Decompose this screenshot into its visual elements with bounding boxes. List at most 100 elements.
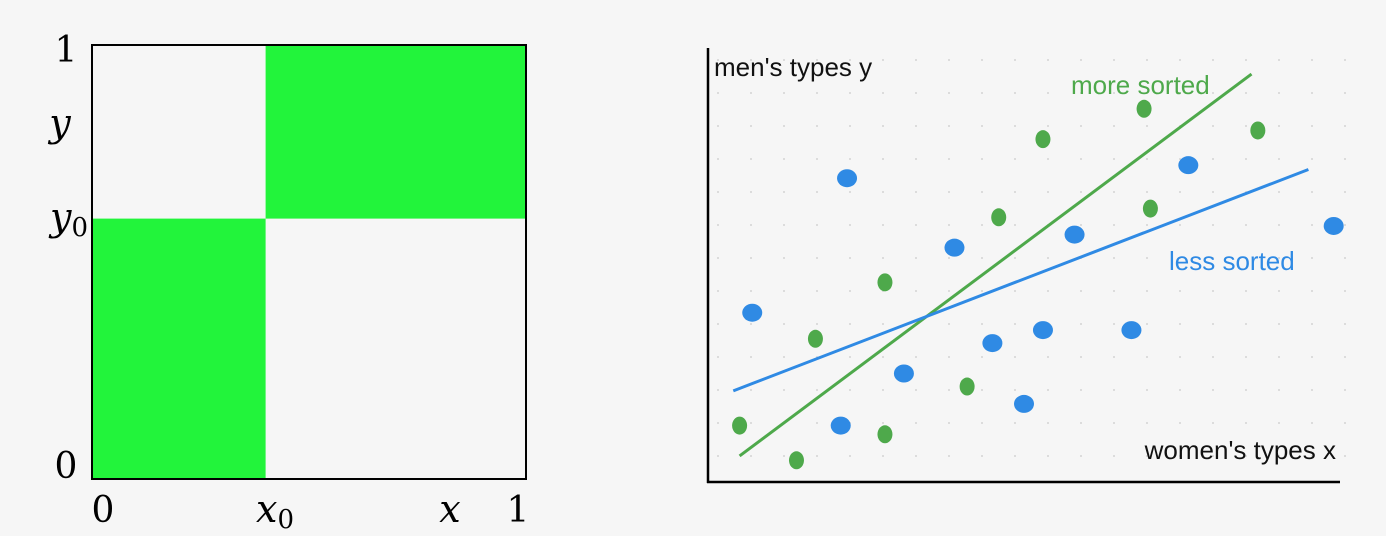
grid-dot bbox=[783, 290, 785, 292]
grid-dot bbox=[849, 158, 851, 160]
grid-dot bbox=[717, 290, 719, 292]
grid-dot bbox=[1344, 125, 1346, 127]
grid-dot bbox=[948, 191, 950, 193]
grid-dot bbox=[1047, 356, 1049, 358]
grid-dot bbox=[1113, 59, 1115, 61]
grid-dot bbox=[1179, 389, 1181, 391]
grid-dot bbox=[750, 389, 752, 391]
grid-dot bbox=[915, 125, 917, 127]
grid-dot bbox=[1344, 92, 1346, 94]
grid-dot bbox=[816, 455, 818, 457]
grid-dot bbox=[1014, 92, 1016, 94]
green-point bbox=[1136, 99, 1152, 118]
grid-dot bbox=[1278, 92, 1280, 94]
y0-threshold-label: y0 bbox=[48, 195, 88, 243]
grid-dot bbox=[915, 356, 917, 358]
grid-dot bbox=[1278, 323, 1280, 325]
grid-dot bbox=[1014, 389, 1016, 391]
grid-dot bbox=[1245, 290, 1247, 292]
blue-point bbox=[1323, 216, 1344, 235]
grid-dot bbox=[882, 158, 884, 160]
grid-dot bbox=[816, 257, 818, 259]
grid-dot bbox=[948, 92, 950, 94]
grid-dot bbox=[750, 323, 752, 325]
grid-dot bbox=[1146, 422, 1148, 424]
green-point bbox=[807, 329, 823, 348]
grid-dot bbox=[1179, 257, 1181, 259]
blue-point bbox=[893, 364, 914, 383]
grid-dot bbox=[1179, 224, 1181, 226]
grid-dot bbox=[1047, 125, 1049, 127]
grid-dot bbox=[717, 356, 719, 358]
grid-dot bbox=[1344, 389, 1346, 391]
grid-dot bbox=[1146, 59, 1148, 61]
grid-dot bbox=[1080, 455, 1082, 457]
green-point bbox=[1250, 121, 1266, 140]
green-point bbox=[732, 416, 748, 435]
grid-dot bbox=[1311, 125, 1313, 127]
grid-dot bbox=[783, 191, 785, 193]
grid-dot bbox=[750, 158, 752, 160]
grid-dot bbox=[1311, 59, 1313, 61]
grid-dot bbox=[1344, 455, 1346, 457]
grid-dot bbox=[948, 356, 950, 358]
grid-dot bbox=[1179, 92, 1181, 94]
grid-dot bbox=[948, 455, 950, 457]
grid-dot bbox=[1311, 422, 1313, 424]
grid-dot bbox=[849, 356, 851, 358]
grid-dot bbox=[717, 257, 719, 259]
grid-dot bbox=[948, 158, 950, 160]
grid-dot bbox=[1212, 389, 1214, 391]
grid-dot bbox=[981, 224, 983, 226]
grid-dot bbox=[1212, 59, 1214, 61]
grid-dot bbox=[1311, 191, 1313, 193]
grid-dot bbox=[1146, 257, 1148, 259]
grid-dot bbox=[717, 422, 719, 424]
grid-dot bbox=[750, 455, 752, 457]
grid-dot bbox=[915, 158, 917, 160]
grid-dot bbox=[783, 59, 785, 61]
grid-dot bbox=[1146, 125, 1148, 127]
grid-dot bbox=[1080, 290, 1082, 292]
grid-dot bbox=[1047, 422, 1049, 424]
blue-point bbox=[944, 238, 965, 257]
grid-dot bbox=[1047, 257, 1049, 259]
grid-dot bbox=[948, 125, 950, 127]
grid-dot bbox=[1212, 323, 1214, 325]
blue-point bbox=[1032, 321, 1053, 340]
grid-dot bbox=[1311, 455, 1313, 457]
grid-dot bbox=[948, 422, 950, 424]
grid-dot bbox=[750, 224, 752, 226]
blue-point bbox=[982, 334, 1003, 353]
grid-dot bbox=[783, 92, 785, 94]
grid-dot bbox=[1212, 158, 1214, 160]
grid-dot bbox=[1278, 125, 1280, 127]
grid-dot bbox=[849, 191, 851, 193]
grid-dot bbox=[1113, 455, 1115, 457]
y-bottom-label: 0 bbox=[55, 446, 78, 487]
grid-dot bbox=[717, 59, 719, 61]
grid-dot bbox=[981, 125, 983, 127]
green-point bbox=[877, 273, 893, 292]
grid-dot bbox=[783, 257, 785, 259]
green-point bbox=[1035, 130, 1051, 149]
more-sorted-label: more sorted bbox=[1071, 70, 1210, 100]
grid-dot bbox=[1080, 356, 1082, 358]
grid-dot bbox=[1146, 224, 1148, 226]
grid-dot bbox=[816, 191, 818, 193]
grid-dot bbox=[1245, 224, 1247, 226]
grid-dot bbox=[981, 191, 983, 193]
grid-dot bbox=[816, 323, 818, 325]
grid-dot bbox=[1344, 422, 1346, 424]
grid-dot bbox=[1311, 257, 1313, 259]
grid-dot bbox=[1311, 224, 1313, 226]
grid-dot bbox=[915, 455, 917, 457]
grid-dot bbox=[1311, 158, 1313, 160]
blue-point bbox=[837, 169, 858, 188]
grid-dot bbox=[816, 422, 818, 424]
grid-dot bbox=[1014, 422, 1016, 424]
grid-dot bbox=[1080, 59, 1082, 61]
grid-dot bbox=[1047, 158, 1049, 160]
background-dot-grid bbox=[717, 59, 1346, 457]
blue-point-series bbox=[742, 156, 1344, 435]
